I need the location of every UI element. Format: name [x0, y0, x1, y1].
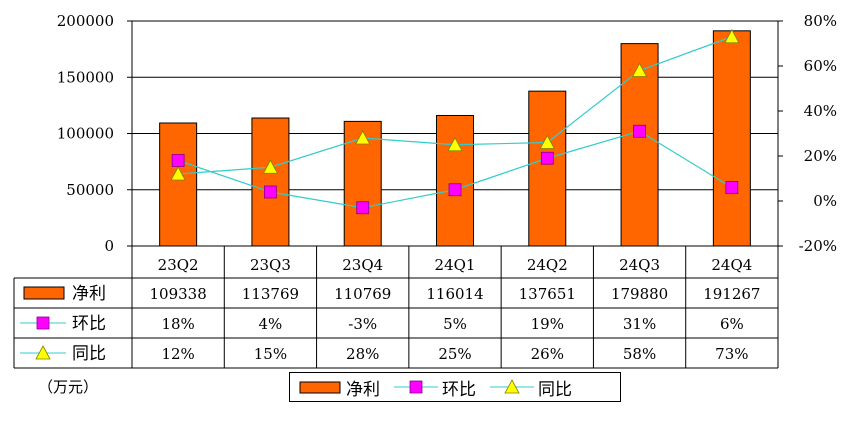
row-bar-swatch — [23, 286, 65, 300]
table-cell: 6% — [720, 315, 744, 333]
unit-label: （万元） — [38, 378, 99, 396]
category-label: 23Q4 — [342, 256, 383, 274]
line-series — [170, 28, 740, 215]
category-label: 24Q4 — [711, 256, 752, 274]
data-table: 23Q2 23Q3 23Q4 24Q1 24Q2 24Q3 24Q4 净利 109338 1137… — [13, 245, 779, 369]
table-cell: 26% — [531, 345, 564, 363]
left-tick-label: 50000 — [66, 181, 114, 199]
legend-item-net-profit: 净利 — [298, 375, 380, 400]
right-tick-label: 60% — [804, 57, 837, 75]
table-cell: 110769 — [334, 285, 391, 303]
table-cell: 28% — [346, 345, 379, 363]
bar — [712, 30, 751, 247]
category-label: 24Q2 — [527, 256, 568, 274]
right-tick-label: 40% — [804, 102, 837, 120]
table-cell: -3% — [348, 315, 377, 333]
row-label: 环比 — [72, 314, 106, 334]
table-cell: 31% — [623, 315, 656, 333]
left-tick-label: 0 — [104, 237, 114, 255]
table-cell: 137651 — [519, 285, 576, 303]
bar — [528, 90, 567, 247]
left-tick-label: 200000 — [57, 12, 114, 30]
table-cell: 5% — [443, 315, 467, 333]
bar — [251, 117, 290, 247]
legend-triangle-marker-icon — [490, 379, 534, 394]
right-axis-ticks: 80% 60% 40% 20% 0% -20% — [778, 12, 837, 255]
qoq-point — [448, 183, 462, 197]
legend-square-marker-icon — [394, 380, 438, 394]
legend-label-net-profit: 净利 — [346, 379, 380, 400]
yoy-point — [262, 159, 279, 174]
legend-label-qoq: 环比 — [442, 379, 476, 400]
qoq-point — [264, 185, 277, 199]
bar — [436, 114, 474, 247]
table-cell: 191267 — [703, 285, 760, 303]
qoq-point — [633, 124, 646, 138]
legend-label-yoy: 同比 — [538, 379, 572, 400]
row-square-marker — [36, 316, 50, 330]
legend: 净利 环比 同比 — [289, 372, 621, 402]
yoy-point — [355, 130, 371, 145]
category-label: 24Q3 — [619, 256, 660, 274]
row-label: 同比 — [72, 344, 106, 364]
table-cell: 58% — [623, 345, 656, 363]
category-label: 23Q3 — [250, 256, 291, 274]
yoy-point — [170, 166, 186, 181]
bar-series — [159, 30, 751, 247]
legend-item-yoy: 同比 — [490, 375, 572, 400]
table-cell: 73% — [715, 345, 748, 363]
qoq-point — [356, 201, 370, 215]
category-label: 24Q1 — [435, 256, 476, 274]
right-tick-label: 80% — [804, 12, 837, 30]
legend-bar-swatch — [299, 381, 341, 394]
table-cell: 4% — [259, 315, 283, 333]
row-label: 净利 — [72, 284, 106, 304]
right-tick-label: 20% — [804, 147, 837, 165]
table-cell: 116014 — [426, 285, 483, 303]
left-axis-ticks: 200000 150000 100000 50000 0 — [57, 12, 132, 255]
left-tick-label: 100000 — [57, 125, 114, 143]
yoy-point — [539, 134, 555, 149]
yoy-point — [724, 28, 740, 44]
legend-item-qoq: 环比 — [394, 375, 476, 400]
qoq-point — [171, 154, 185, 167]
qoq-point — [540, 151, 554, 165]
table-cell: 25% — [438, 345, 471, 363]
bar — [620, 43, 659, 247]
yoy-point — [631, 62, 648, 77]
left-tick-label: 150000 — [57, 68, 114, 86]
right-tick-label: -20% — [799, 237, 837, 255]
table-cell: 19% — [531, 315, 564, 333]
yoy-point — [447, 136, 463, 152]
right-tick-label: 0% — [813, 192, 837, 210]
row-triangle-marker — [35, 345, 51, 360]
table-cell: 109338 — [150, 285, 207, 303]
table-cell: 12% — [161, 345, 194, 363]
category-label: 23Q2 — [158, 256, 199, 274]
table-cell: 179880 — [611, 285, 668, 303]
table-cell: 113769 — [242, 285, 299, 303]
qoq-point — [725, 181, 739, 194]
table-cell: 18% — [161, 315, 194, 333]
bar — [159, 122, 198, 247]
table-cell: 15% — [254, 345, 287, 363]
